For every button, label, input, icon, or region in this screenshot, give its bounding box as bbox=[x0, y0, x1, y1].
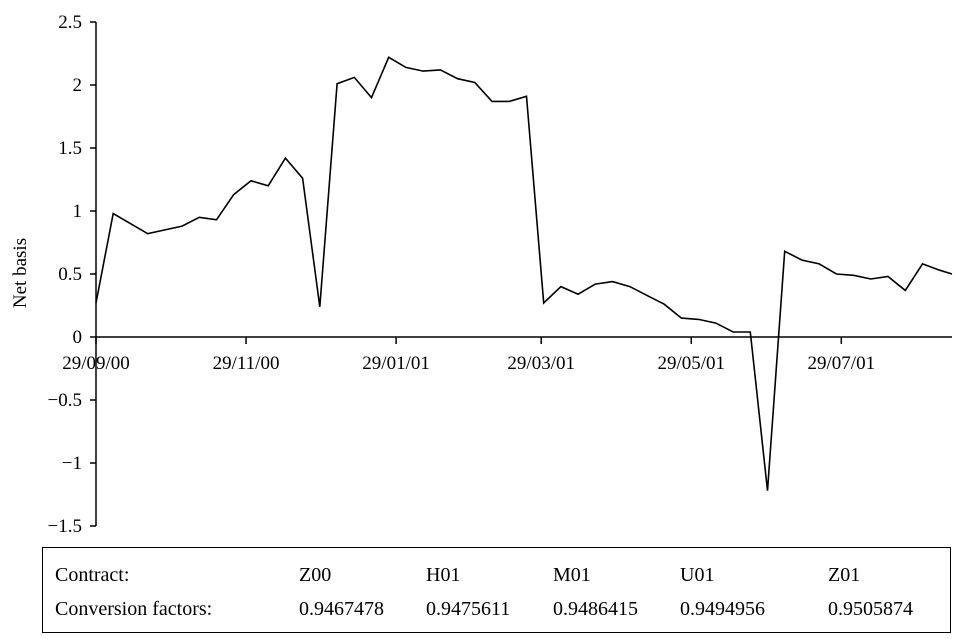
y-tick-label: 0 bbox=[73, 327, 83, 348]
contract-z01: Z01 bbox=[828, 564, 861, 586]
conversion-factor-table: Contract: Z00 H01 M01 U01 Z01 Conversion… bbox=[42, 547, 951, 633]
contract-m01: M01 bbox=[553, 564, 591, 586]
factor-m01: 0.9486415 bbox=[553, 598, 638, 620]
y-ticks: −1.5 −1 −0.5 0 0.5 1 1.5 2 2.5 bbox=[48, 12, 96, 537]
contract-h01: H01 bbox=[426, 564, 461, 586]
net-basis-series-line bbox=[95, 56, 953, 491]
contract-row: Contract: Z00 H01 M01 U01 Z01 bbox=[43, 562, 950, 588]
factor-z01: 0.9505874 bbox=[828, 598, 913, 620]
x-tick-label: 29/03/01 bbox=[507, 353, 575, 374]
series-group bbox=[95, 56, 953, 491]
y-tick-label: 1 bbox=[73, 201, 83, 222]
y-tick-label: 2.5 bbox=[58, 12, 82, 33]
factor-h01: 0.9475611 bbox=[426, 598, 511, 620]
y-tick-label: −1.5 bbox=[48, 516, 82, 537]
x-tick-label: 29/09/00 bbox=[62, 353, 130, 374]
contract-z00: Z00 bbox=[299, 564, 332, 586]
net-basis-line-chart: Net basis −1.5 −1 −0.5 0 0.5 1 1.5 2 2.5 29/09/0… bbox=[10, 12, 953, 537]
y-tick-label: 2 bbox=[73, 75, 83, 96]
x-tick-label: 29/11/00 bbox=[213, 353, 280, 374]
x-ticks: 29/09/00 29/11/00 29/01/01 29/03/01 29/05/01… bbox=[62, 337, 875, 374]
x-tick-label: 29/07/01 bbox=[808, 353, 876, 374]
conversion-factor-label: Conversion factors: bbox=[55, 598, 213, 620]
y-tick-label: 1.5 bbox=[58, 138, 82, 159]
conversion-factor-row: Conversion factors: 0.9467478 0.9475611 … bbox=[43, 596, 950, 622]
contract-u01: U01 bbox=[680, 564, 715, 586]
y-tick-label: −1 bbox=[62, 453, 82, 474]
factor-u01: 0.9494956 bbox=[680, 598, 765, 620]
y-tick-label: −0.5 bbox=[48, 390, 82, 411]
y-axis-title: Net basis bbox=[10, 238, 31, 308]
x-tick-label: 29/01/01 bbox=[362, 353, 430, 374]
y-tick-label: 0.5 bbox=[58, 264, 82, 285]
contract-label: Contract: bbox=[55, 564, 130, 586]
x-tick-label: 29/05/01 bbox=[657, 353, 725, 374]
factor-z00: 0.9467478 bbox=[299, 598, 384, 620]
